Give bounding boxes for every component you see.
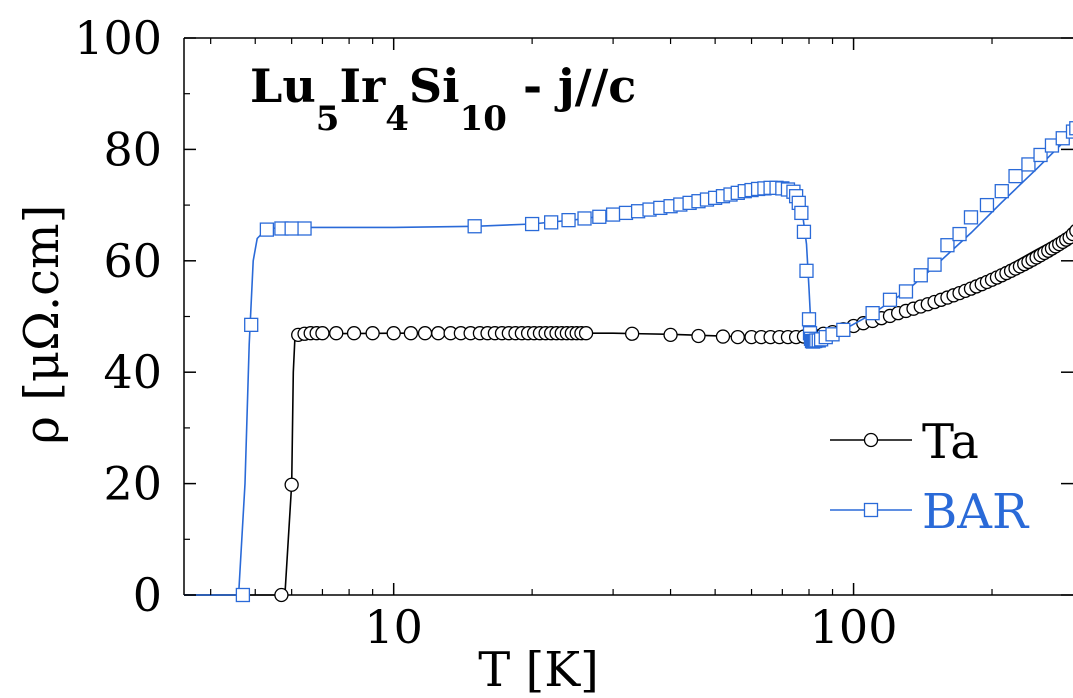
x-axis-title: T [K] [478,642,599,698]
data-point [913,268,928,283]
data-point [315,326,330,341]
title-subscript: 10 [460,99,507,139]
data-point [730,329,745,345]
data-point [403,326,419,341]
data-point [561,212,576,228]
data-point [274,587,289,603]
series-layer [184,121,1073,603]
y-tick-label: 0 [133,568,162,622]
data-point [1021,157,1036,172]
data-point [417,326,433,341]
data-point [898,284,914,299]
data-point [801,312,817,327]
data-point [1069,224,1073,238]
data-point [882,292,898,307]
data-point [1008,168,1023,184]
data-point [624,326,640,341]
legend-label: BAR [922,484,1030,540]
data-point [836,322,851,338]
data-point [940,238,955,253]
data-point [592,209,607,224]
chart-title: Lu5Ir4Si10 - j//c [250,59,636,139]
data-point [577,211,592,226]
data-point [1044,138,1060,153]
data-point [979,197,995,213]
data-point [796,224,812,239]
legend-entry-bar: BAR [830,484,1030,540]
data-point [994,184,1009,199]
y-tick-label: 20 [103,457,162,511]
data-point [663,327,678,343]
data-point [1033,147,1048,163]
title-text: - j//c [507,59,636,113]
legend: Ta BAR [830,414,1030,540]
data-point [865,306,880,321]
x-tick-label: 100 [810,600,898,654]
title-text: Si [409,59,460,113]
data-point [284,477,299,492]
y-tick-label: 40 [103,345,162,399]
data-point [605,207,621,222]
data-point [799,263,814,278]
legend-entry-ta: Ta [830,414,979,470]
data-point [244,317,259,333]
ticks-layer: 0 20 40 60 80 100 10 100 [74,11,1073,654]
data-point [927,257,942,272]
y-tick-label: 100 [74,11,162,65]
legend-marker [863,432,879,448]
y-tick-label: 80 [103,122,162,176]
data-point [691,328,706,344]
data-point [467,219,482,234]
data-point [952,226,967,242]
data-point [431,326,446,341]
data-point [284,221,299,236]
data-point [329,326,344,341]
data-point [297,221,312,236]
data-point [524,216,540,232]
data-point [715,329,731,344]
x-tick-label: 10 [364,600,423,654]
series-line-ta [184,229,1073,596]
series-bar [184,121,1073,603]
y-axis-title: ρ [μΩ.cm] [14,205,70,445]
legend-label: Ta [922,414,979,470]
data-point [794,205,809,221]
title-text: Ir [339,59,386,113]
data-point [578,326,594,341]
data-point [386,326,401,341]
data-point [235,587,251,603]
series-ta [184,224,1073,603]
y-tick-label: 60 [103,234,162,288]
data-point [259,222,275,237]
title-subscript: 5 [316,99,340,139]
data-point [963,210,979,225]
data-point [544,215,559,230]
legend-marker [863,502,879,518]
data-point [365,326,380,341]
title-subscript: 4 [385,99,409,139]
data-point [346,326,362,341]
data-point [1069,121,1073,136]
data-point [618,205,634,221]
title-text: Lu [250,59,316,113]
